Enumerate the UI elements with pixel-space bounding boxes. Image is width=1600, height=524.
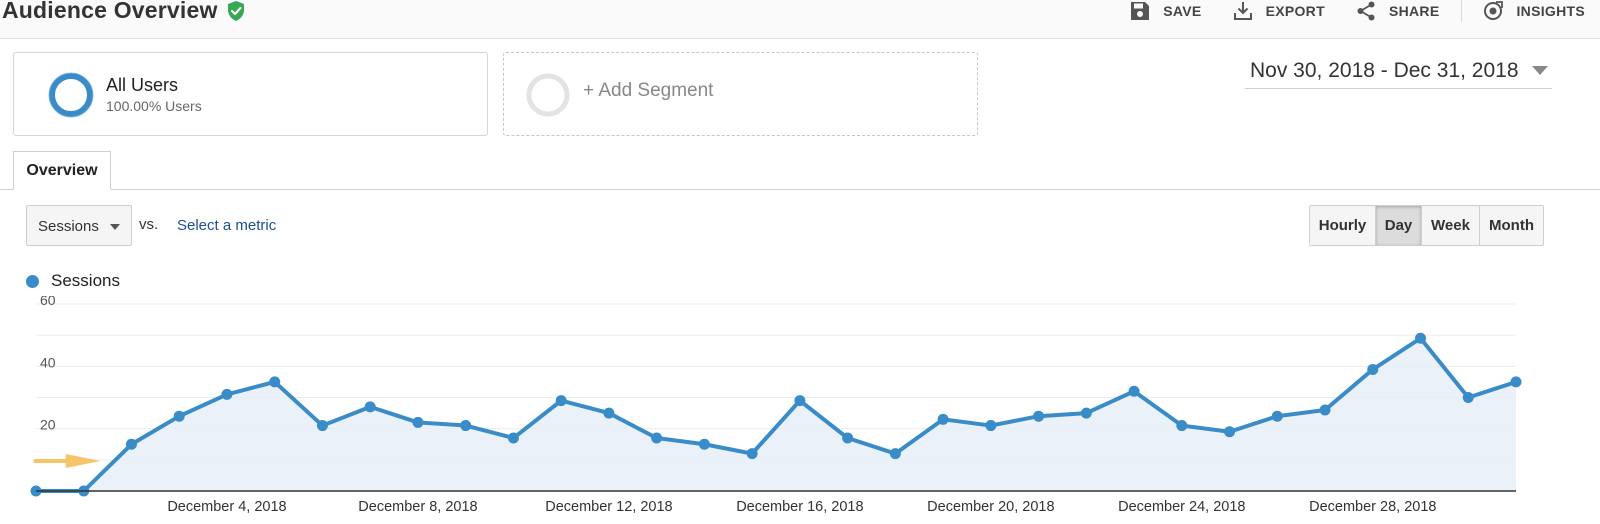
empty-segment-ring-icon <box>525 72 571 123</box>
sessions-line <box>36 336 1517 493</box>
x-tick-label: December 24, 2018 <box>1118 499 1245 515</box>
data-point <box>651 432 663 444</box>
data-point <box>1176 420 1188 432</box>
data-point <box>1367 363 1379 375</box>
annotation-arrow-icon <box>33 454 101 468</box>
segment-percentage: 100.00% Users <box>106 98 202 114</box>
data-point <box>364 401 376 413</box>
data-point <box>125 438 137 450</box>
data-point <box>1033 410 1045 422</box>
data-point <box>555 395 567 407</box>
granularity-toggle: Hourly Day Week Month <box>1309 205 1544 246</box>
data-point <box>1080 407 1092 419</box>
data-point <box>842 432 854 444</box>
data-point <box>603 407 615 419</box>
data-point <box>889 448 901 460</box>
y-tick-label: 40 <box>40 354 56 370</box>
export-icon <box>1232 0 1254 22</box>
header-actions: SAVE EXPORT SHARE <box>1099 0 1600 22</box>
date-range-text: Nov 30, 2018 - Dec 31, 2018 <box>1250 59 1519 82</box>
month-button[interactable]: Month <box>1479 206 1543 245</box>
legend-swatch <box>26 274 39 288</box>
legend-label: Sessions <box>51 271 120 290</box>
data-point <box>1415 332 1427 344</box>
data-point <box>985 420 997 432</box>
save-icon <box>1129 0 1151 22</box>
segment-all-users[interactable]: All Users 100.00% Users <box>13 52 488 136</box>
chevron-down-icon <box>1532 66 1548 75</box>
add-segment-label: + Add Segment <box>583 80 714 101</box>
data-point <box>1510 376 1522 388</box>
y-tick-label: 20 <box>40 417 56 433</box>
chart-legend: Sessions <box>26 271 120 291</box>
add-segment-button[interactable]: + Add Segment <box>503 52 978 136</box>
segment-ring-icon <box>48 72 94 123</box>
metric-selected: Sessions <box>38 218 99 235</box>
data-point <box>507 432 519 444</box>
date-range-picker[interactable]: Nov 30, 2018 - Dec 31, 2018 <box>1245 56 1552 89</box>
metric-dropdown[interactable]: Sessions <box>26 205 132 246</box>
data-point <box>1462 392 1474 403</box>
share-button[interactable]: SHARE <box>1355 0 1440 22</box>
data-point <box>1128 385 1140 397</box>
title-area: Audience Overview <box>2 0 246 24</box>
export-button[interactable]: EXPORT <box>1232 0 1325 22</box>
data-point <box>269 376 281 388</box>
x-tick-label: December 4, 2018 <box>167 499 286 515</box>
data-point <box>794 395 806 407</box>
data-point <box>746 448 758 460</box>
data-point <box>698 438 710 450</box>
segment-name: All Users <box>106 75 179 95</box>
tab-divider <box>0 189 1600 190</box>
insights-button[interactable]: INSIGHTS <box>1461 0 1585 22</box>
export-label: EXPORT <box>1265 3 1325 19</box>
select-metric-link[interactable]: Select a metric <box>177 217 277 234</box>
caret-down-icon <box>110 224 120 230</box>
x-tick-label: December 28, 2018 <box>1309 499 1436 515</box>
data-point <box>1224 426 1236 438</box>
x-tick-label: December 12, 2018 <box>545 499 672 515</box>
data-point <box>1271 410 1283 422</box>
hourly-button[interactable]: Hourly <box>1310 206 1375 245</box>
sessions-chart: 20 40 60 December 4, 2018 December 8, 2018 De… <box>30 296 1522 515</box>
x-tick-label: December 8, 2018 <box>358 499 477 515</box>
tab-overview[interactable]: Overview <box>13 151 111 190</box>
data-point <box>460 420 472 432</box>
insights-label: INSIGHTS <box>1516 3 1585 19</box>
data-point <box>173 410 185 422</box>
x-tick-label: December 16, 2018 <box>736 499 863 515</box>
day-button[interactable]: Day <box>1375 206 1421 245</box>
save-label: SAVE <box>1163 3 1202 19</box>
verified-shield-icon <box>226 0 246 22</box>
data-point <box>412 416 424 428</box>
insights-icon <box>1482 0 1504 22</box>
y-tick-label: 60 <box>40 296 56 308</box>
data-point <box>316 420 328 432</box>
report-header: Audience Overview SAVE <box>0 0 1600 39</box>
save-button[interactable]: SAVE <box>1129 0 1201 22</box>
data-point <box>221 388 233 400</box>
x-tick-label: December 20, 2018 <box>927 499 1054 515</box>
data-point <box>1319 404 1331 416</box>
data-point <box>937 413 949 425</box>
page-title: Audience Overview <box>2 0 218 23</box>
sessions-area <box>36 338 1516 491</box>
share-icon <box>1355 0 1377 22</box>
vs-label: vs. <box>139 216 159 233</box>
week-button[interactable]: Week <box>1421 206 1479 245</box>
share-label: SHARE <box>1388 3 1440 19</box>
